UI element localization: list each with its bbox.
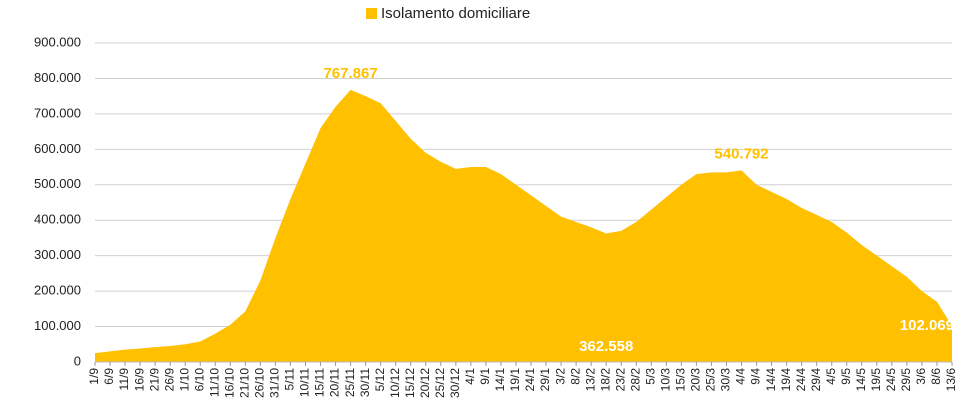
x-tick-label: 14/5 [854, 368, 868, 392]
x-tick-label: 9/1 [478, 368, 492, 385]
data-label: 767.867 [323, 65, 377, 82]
x-tick-label: 6/9 [102, 368, 116, 385]
x-tick-label: 29/5 [899, 368, 913, 392]
y-tick-label: 200.000 [34, 283, 81, 298]
y-tick-label: 300.000 [34, 247, 81, 262]
x-tick-label: 4/5 [824, 368, 838, 385]
x-tick-label: 28/2 [628, 368, 642, 392]
x-tick-label: 19/5 [869, 368, 883, 392]
data-label: 102.069 [900, 317, 954, 334]
x-tick-label: 15/12 [403, 368, 417, 398]
x-tick-label: 14/4 [764, 368, 778, 392]
x-tick-label: 26/9 [162, 368, 176, 392]
x-tick-label: 16/9 [132, 368, 146, 392]
area [95, 89, 952, 363]
y-tick-label: 500.000 [34, 176, 81, 191]
y-tick-label: 0 [74, 353, 81, 368]
y-tick-label: 800.000 [34, 70, 81, 85]
data-label: 362.558 [579, 338, 633, 355]
x-tick-label: 4/4 [734, 368, 748, 385]
x-tick-label: 11/9 [117, 368, 131, 391]
x-tick-label: 15/11 [313, 368, 327, 397]
x-tick-label: 21/9 [147, 368, 161, 392]
x-tick-label: 3/6 [914, 368, 928, 385]
x-tick-label: 25/3 [704, 368, 718, 392]
y-tick-label: 600.000 [34, 141, 81, 156]
y-tick-label: 700.000 [34, 105, 81, 120]
x-tick-label: 23/2 [613, 368, 627, 392]
x-tick-label: 6/10 [192, 368, 206, 392]
x-tick-label: 9/4 [749, 368, 763, 385]
x-tick-label: 13/2 [583, 368, 597, 392]
x-tick-label: 29/1 [538, 368, 552, 392]
x-tick-label: 10/3 [659, 368, 673, 392]
x-tick-label: 24/4 [794, 368, 808, 392]
x-tick-label: 18/2 [598, 368, 612, 392]
x-tick-label: 10/12 [388, 368, 402, 398]
x-tick-label: 4/1 [463, 368, 477, 385]
x-tick-label: 24/1 [523, 368, 537, 392]
x-tick-label: 15/3 [674, 368, 688, 392]
x-tick-label: 8/6 [929, 368, 943, 385]
data-label: 540.792 [714, 145, 768, 162]
y-tick-label: 100.000 [34, 318, 81, 333]
x-tick-label: 1/10 [177, 368, 191, 392]
x-tick-label: 8/2 [568, 368, 582, 385]
x-tick-label: 1/9 [87, 368, 101, 385]
legend-label: Isolamento domiciliare [381, 5, 530, 22]
x-tick-label: 14/1 [493, 368, 507, 392]
legend-swatch [366, 8, 377, 19]
x-tick-label: 20/12 [418, 368, 432, 398]
x-tick-label: 13/6 [944, 368, 958, 392]
x-tick-label: 5/12 [373, 368, 387, 392]
x-tick-label: 30/3 [719, 368, 733, 392]
x-tick-label: 20/3 [689, 368, 703, 392]
x-tick-label: 3/2 [553, 368, 567, 385]
x-tick-label: 31/10 [268, 368, 282, 398]
x-tick-label: 5/3 [643, 368, 657, 385]
x-tick-label: 19/4 [779, 368, 793, 392]
y-tick-label: 400.000 [34, 212, 81, 227]
x-tick-label: 9/5 [839, 368, 853, 385]
x-tick-label: 19/1 [508, 368, 522, 392]
x-tick-label: 29/4 [809, 368, 823, 392]
x-tick-label: 5/11 [283, 368, 297, 391]
x-tick-label: 20/11 [328, 368, 342, 397]
x-tick-label: 26/10 [253, 368, 267, 398]
x-tick-label: 24/5 [884, 368, 898, 392]
x-tick-label: 10/11 [298, 368, 312, 397]
x-tick-label: 25/11 [343, 368, 357, 397]
x-tick-label: 30/12 [448, 368, 462, 398]
x-tick-label: 11/10 [207, 368, 221, 397]
x-tick-label: 16/10 [222, 368, 236, 398]
y-tick-label: 900.000 [34, 34, 81, 49]
x-tick-label: 21/10 [238, 368, 252, 398]
x-tick-label: 30/11 [358, 368, 372, 397]
x-tick-label: 25/12 [433, 368, 447, 398]
